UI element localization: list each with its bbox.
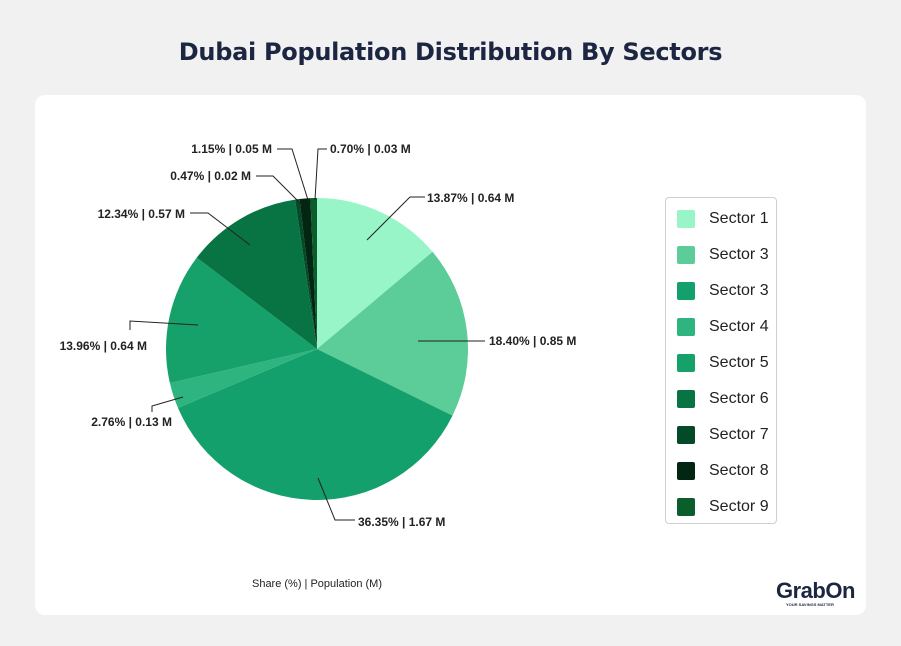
legend: Sector 1 Sector 3 Sector 3 Sector 4 Sector 5… <box>665 197 777 524</box>
logo-text: GrabOn <box>776 578 855 603</box>
legend-item-2: Sector 3 <box>677 245 769 265</box>
leader-line-1 <box>366 196 425 241</box>
pie-slice-8 <box>299 198 317 349</box>
pie-slice-7 <box>295 199 317 349</box>
legend-label: Sector 4 <box>709 318 769 335</box>
leader-line-4 <box>151 396 184 412</box>
leader-line-9 <box>314 148 327 201</box>
leader-line-5 <box>129 320 199 330</box>
data-label-9: 0.70% | 0.03 M <box>330 142 411 156</box>
footer-note: Share (%) | Population (M) <box>251 578 383 590</box>
data-label-2: 18.40% | 0.85 M <box>489 334 576 348</box>
legend-item-9: Sector 9 <box>677 497 769 517</box>
grabon-logo: GrabOn YOUR SAVINGS MATTER <box>776 578 856 608</box>
legend-swatch <box>677 390 695 408</box>
data-label-8: 1.15% | 0.05 M <box>191 142 272 156</box>
legend-item-7: Sector 7 <box>677 425 769 445</box>
legend-label: Sector 1 <box>709 210 769 227</box>
legend-swatch <box>677 498 695 516</box>
leader-line-7 <box>256 175 303 206</box>
legend-swatch <box>677 210 695 228</box>
legend-swatch <box>677 318 695 336</box>
legend-swatch <box>677 354 695 372</box>
legend-item-5: Sector 5 <box>677 353 769 373</box>
legend-item-8: Sector 8 <box>677 461 769 481</box>
leader-line-3 <box>317 477 355 521</box>
legend-item-3: Sector 3 <box>677 281 769 301</box>
legend-item-1: Sector 1 <box>677 209 769 229</box>
pie-slice-9 <box>310 198 317 349</box>
data-label-1: 13.87% | 0.64 M <box>427 191 514 205</box>
legend-swatch <box>677 426 695 444</box>
legend-label: Sector 3 <box>709 282 769 299</box>
data-label-7: 0.47% | 0.02 M <box>170 169 251 183</box>
data-label-4: 2.76% | 0.13 M <box>91 415 172 429</box>
legend-item-4: Sector 4 <box>677 317 769 337</box>
data-label-6: 12.34% | 0.57 M <box>98 207 185 221</box>
legend-label: Sector 6 <box>709 390 769 407</box>
legend-label: Sector 5 <box>709 354 769 371</box>
logo-tagline: YOUR SAVINGS MATTER <box>786 602 834 607</box>
legend-item-6: Sector 6 <box>677 389 769 409</box>
legend-label: Sector 7 <box>709 426 769 443</box>
leader-line-6 <box>190 212 251 246</box>
data-label-3: 36.35% | 1.67 M <box>358 515 445 529</box>
data-label-5: 13.96% | 0.64 M <box>60 339 147 353</box>
pie-slice-6 <box>196 199 317 349</box>
legend-swatch <box>677 246 695 264</box>
chart-title: Dubai Population Distribution By Sectors <box>178 38 723 66</box>
pie-slice-1 <box>317 198 433 349</box>
leader-line-8 <box>277 148 309 201</box>
legend-label: Sector 9 <box>709 498 769 515</box>
legend-label: Sector 8 <box>709 462 769 479</box>
pie-slice-4 <box>169 349 317 408</box>
legend-swatch <box>677 282 695 300</box>
legend-swatch <box>677 462 695 480</box>
pie-slice-5 <box>166 257 317 384</box>
legend-label: Sector 3 <box>709 246 769 263</box>
pie-slice-3 <box>177 349 453 500</box>
pie-slice-2 <box>317 251 469 416</box>
